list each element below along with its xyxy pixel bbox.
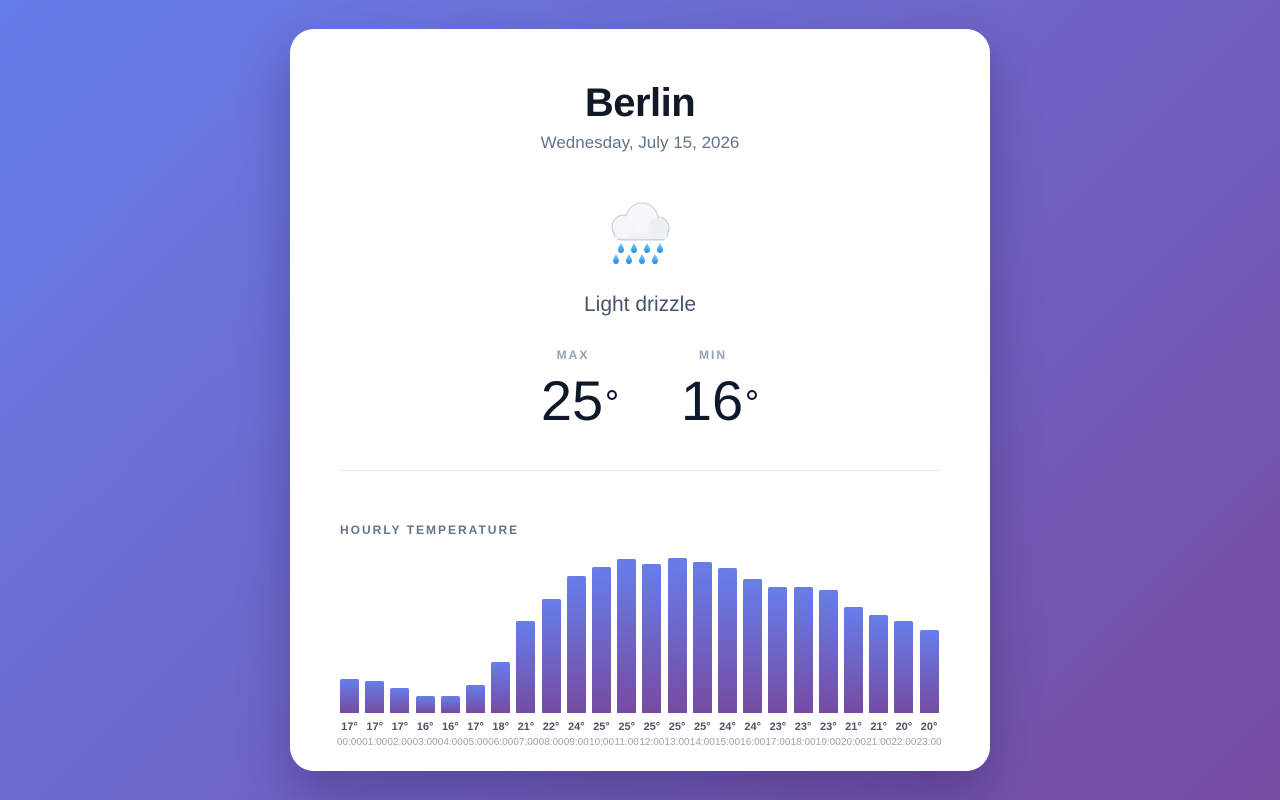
hour-time-label: 05:00 [462,737,489,748]
hour-time-label: 17:00 [765,737,791,748]
hour-temp-label: 21° [517,721,535,733]
hour-time-label: 23:00 [916,737,942,748]
hour-time-label: 00:00 [336,737,363,748]
hour-temp-label: 25° [643,721,661,733]
hour-bar [692,562,712,713]
hour-temp-label: 18° [492,721,509,733]
hour-time-label: 10:00 [588,737,615,748]
divider [340,470,940,471]
hour-bar [667,557,687,713]
hour-bar [365,680,385,713]
hour-time-label: 08:00 [538,737,564,748]
hour-temp-label: 20° [895,721,913,733]
hour-bar [566,576,586,713]
hour-temp-label: 17° [341,721,358,733]
city-name: Berlin [584,81,696,125]
hour-time-label: 20:00 [840,737,867,748]
hour-bar [718,568,737,713]
degree-symbol [607,390,618,400]
hour-time-label: 12:00 [639,737,665,748]
rain-cloud-icon [611,202,670,264]
hour-bar [617,559,637,713]
hourly-temperature-chart: 17° 00:00 17° 01:00 17° 02:00 16° 03:00 16° 04:00… [337,517,942,748]
hour-temp-label: 24° [719,721,736,733]
date-label: Wednesday, July 15, 2026 [540,133,740,152]
hour-temp-label: 17° [391,721,409,733]
hour-temp-label: 25° [668,721,686,733]
hour-temp-label: 25° [618,721,635,733]
hour-time-label: 02:00 [387,737,413,748]
hour-temp-label: 25° [693,721,711,733]
hour-time-label: 13:00 [664,737,690,748]
hour-time-label: 11:00 [614,737,639,748]
hour-temp-label: 24° [567,721,585,733]
hour-bar [466,685,485,713]
hour-time-label: 14:00 [689,737,715,748]
hour-bar [844,606,863,713]
hour-time-label: 21:00 [866,737,892,748]
hour-bar [869,614,889,713]
hour-temp-label: 21° [870,721,887,733]
hour-bar [541,599,561,713]
hour-temp-label: 16° [441,721,459,733]
hour-temp-label: 25° [593,721,610,733]
condition-label: Light drizzle [583,293,697,316]
degree-symbol [747,390,758,400]
hour-bar [818,589,838,713]
hour-time-label: 06:00 [488,737,514,748]
min-temp-stat: MIN 16 [652,347,772,433]
hour-temp-label: 23° [819,721,837,733]
hour-bar [894,620,914,713]
hour-time-label: 22:00 [891,737,917,748]
hour-temp-label: 22° [542,721,560,733]
min-temp-label: MIN [699,348,727,362]
hour-time-label: 09:00 [563,737,589,748]
hour-time-label: 18:00 [790,737,816,748]
hour-temp-label: 24° [744,721,761,733]
hour-time-label: 01:00 [362,737,388,748]
hour-time-label: 19:00 [815,737,841,748]
hour-time-label: 15:00 [714,737,741,748]
hour-time-label: 07:00 [513,737,539,748]
hour-time-label: 03:00 [412,737,438,748]
hour-bar [390,688,410,713]
hour-bar [440,696,460,713]
hour-temp-label: 23° [794,721,812,733]
max-temp-label: MAX [556,348,590,362]
max-temp-stat: MAX 25 [512,347,632,433]
hour-bar [642,563,662,713]
hour-bar [516,620,536,713]
hour-bar [919,629,939,713]
hour-bar [768,586,788,713]
hour-time-label: 04:00 [437,737,463,748]
hour-bar [793,586,813,713]
hour-temp-label: 21° [845,721,862,733]
max-temp-number: 25 [540,369,604,432]
hour-temp-label: 23° [769,721,787,733]
hour-bar [491,662,511,713]
hour-bar [592,566,611,713]
hour-temp-label: 20° [920,721,938,733]
hour-temp-label: 17° [467,721,484,733]
hourly-temperature-title: HOURLY TEMPERATURE [340,523,520,537]
weather-card: Berlin Wednesday, July 15, 2026 [290,29,990,771]
max-temp-value: 25 [540,369,618,433]
hour-time-label: 16:00 [740,737,766,748]
hour-temp-label: 17° [366,721,383,733]
hour-temp-label: 16° [416,721,434,733]
min-temp-number: 16 [680,369,744,432]
hour-bar [743,579,763,713]
hour-bar [415,696,435,713]
hour-bar [340,679,359,713]
min-temp-value: 16 [680,369,758,433]
